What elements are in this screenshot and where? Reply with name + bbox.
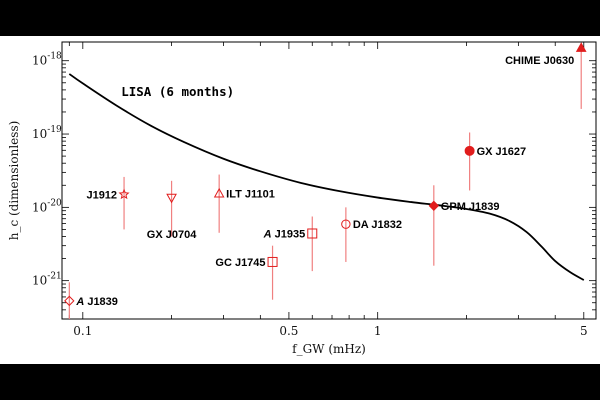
marker-square bbox=[307, 228, 318, 239]
source-label: A J1839 bbox=[75, 296, 118, 308]
x-tick-label: 0.1 bbox=[73, 324, 92, 338]
x-axis-label: f_GW (mHz) bbox=[292, 342, 366, 356]
source-label: DA J1832 bbox=[353, 219, 402, 231]
y-tick-label: 10-19 bbox=[32, 125, 62, 141]
marker-triangle-up bbox=[213, 187, 225, 198]
source-label: A J1935 bbox=[263, 228, 306, 240]
x-tick-label: 1 bbox=[374, 324, 382, 338]
marker-diamond bbox=[428, 200, 440, 212]
marker-diamond bbox=[64, 295, 75, 307]
y-tick-label: 10-20 bbox=[32, 198, 62, 214]
source-label: J1912 bbox=[86, 189, 117, 201]
marker-triangle-down bbox=[166, 193, 177, 204]
source-label: GC J1745 bbox=[215, 257, 265, 269]
marker-square bbox=[267, 256, 278, 267]
lisa-sensitivity-curve bbox=[68, 73, 585, 281]
source-label: GPM J1839 bbox=[441, 201, 500, 213]
y-tick-label: 10-18 bbox=[32, 52, 62, 68]
y-tick-label: 10-21 bbox=[32, 272, 62, 288]
source-label: ILT J1101 bbox=[226, 188, 275, 200]
x-tick-label: 5 bbox=[580, 324, 588, 338]
chart-svg: 0.1 0.5 1 5 10-21 10-20 10-19 10-18 f_GW (mHz) h_… bbox=[7, 41, 597, 356]
source-label: GX J1627 bbox=[477, 146, 527, 158]
marker-star bbox=[118, 188, 130, 200]
chart-area: 0.1 0.5 1 5 10-21 10-20 10-19 10-18 f_GW (mHz) h_… bbox=[0, 36, 600, 364]
x-tick-label: 0.5 bbox=[279, 324, 298, 338]
source-label: GX J0704 bbox=[147, 229, 197, 241]
lisa-curve-label: LISA (6 months) bbox=[121, 84, 234, 99]
marker-circle bbox=[464, 145, 475, 156]
source-label: CHIME J0630 bbox=[505, 55, 574, 67]
marker-circle bbox=[341, 219, 351, 229]
marker-triangle-up bbox=[575, 42, 587, 52]
y-axis-label: h_c (dimensionless) bbox=[7, 121, 21, 241]
plot-frame bbox=[61, 41, 597, 320]
